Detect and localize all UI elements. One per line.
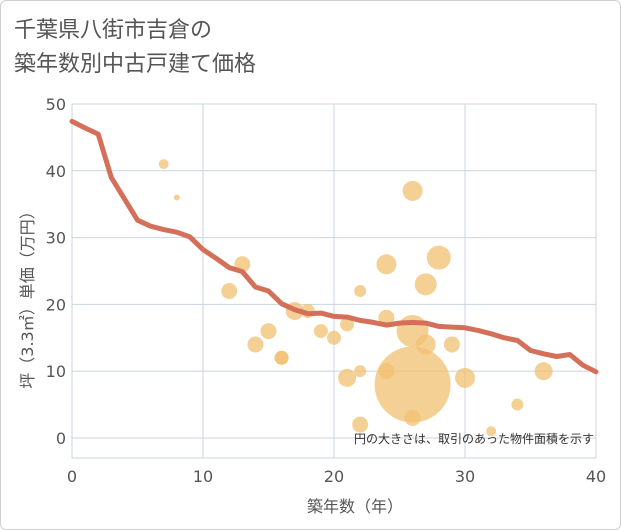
- bubble-point: [221, 283, 238, 300]
- bubble-point: [354, 365, 367, 378]
- bubble-point: [511, 398, 524, 411]
- bubble-point: [260, 323, 277, 340]
- bubble-point: [414, 273, 437, 296]
- chart-title: 千葉県八街市吉倉の 築年数別中古戸建て価格: [14, 14, 256, 82]
- x-tick-label: 20: [324, 467, 344, 486]
- bubble-point: [274, 350, 289, 365]
- y-tick-label: 0: [56, 429, 66, 448]
- x-axis-label: 築年数（年）: [307, 497, 403, 516]
- x-tick-label: 10: [193, 467, 213, 486]
- bubble-point: [402, 180, 423, 201]
- x-tick-label: 40: [586, 467, 606, 486]
- tick-labels: 0 10 20 30 40 0 10 20 30 40 50: [46, 95, 607, 486]
- bubble-point: [455, 367, 475, 388]
- bubble-point: [404, 409, 421, 426]
- grid-lines: [71, 103, 597, 459]
- trend-line: [69, 118, 599, 375]
- bubble-point: [376, 254, 397, 275]
- x-tick-label: 0: [67, 467, 77, 486]
- bubble-point: [374, 346, 451, 423]
- bubble-point: [443, 336, 460, 353]
- title-line-1: 千葉県八街市吉倉の: [14, 18, 213, 43]
- bubble-point: [340, 317, 355, 332]
- bubble-point: [158, 159, 169, 170]
- y-tick-label: 50: [46, 95, 66, 114]
- bubble-point: [426, 245, 451, 270]
- bubble-point: [415, 334, 436, 355]
- y-tick-label: 40: [46, 162, 66, 181]
- bubble-point: [173, 194, 180, 201]
- x-tick-label: 30: [455, 467, 475, 486]
- bubble-point: [338, 368, 357, 387]
- y-axis-label: 坪（3.3㎡）単価（万円）: [18, 203, 37, 388]
- bubble-point: [534, 362, 553, 381]
- bubble-point: [313, 324, 328, 339]
- bubble-point: [352, 416, 369, 433]
- y-tick-label: 10: [46, 362, 66, 381]
- bubbles: [158, 159, 553, 437]
- y-tick-label: 20: [46, 295, 66, 314]
- bubble-point: [354, 285, 367, 298]
- title-line-2: 築年数別中古戸建て価格: [14, 52, 257, 77]
- size-note: 円の大きさは、取引のあった物件面積を示す: [354, 431, 594, 446]
- bubble-point: [486, 426, 497, 437]
- bubble-point: [327, 330, 341, 345]
- bubble-point: [247, 336, 264, 353]
- y-tick-label: 30: [46, 229, 66, 248]
